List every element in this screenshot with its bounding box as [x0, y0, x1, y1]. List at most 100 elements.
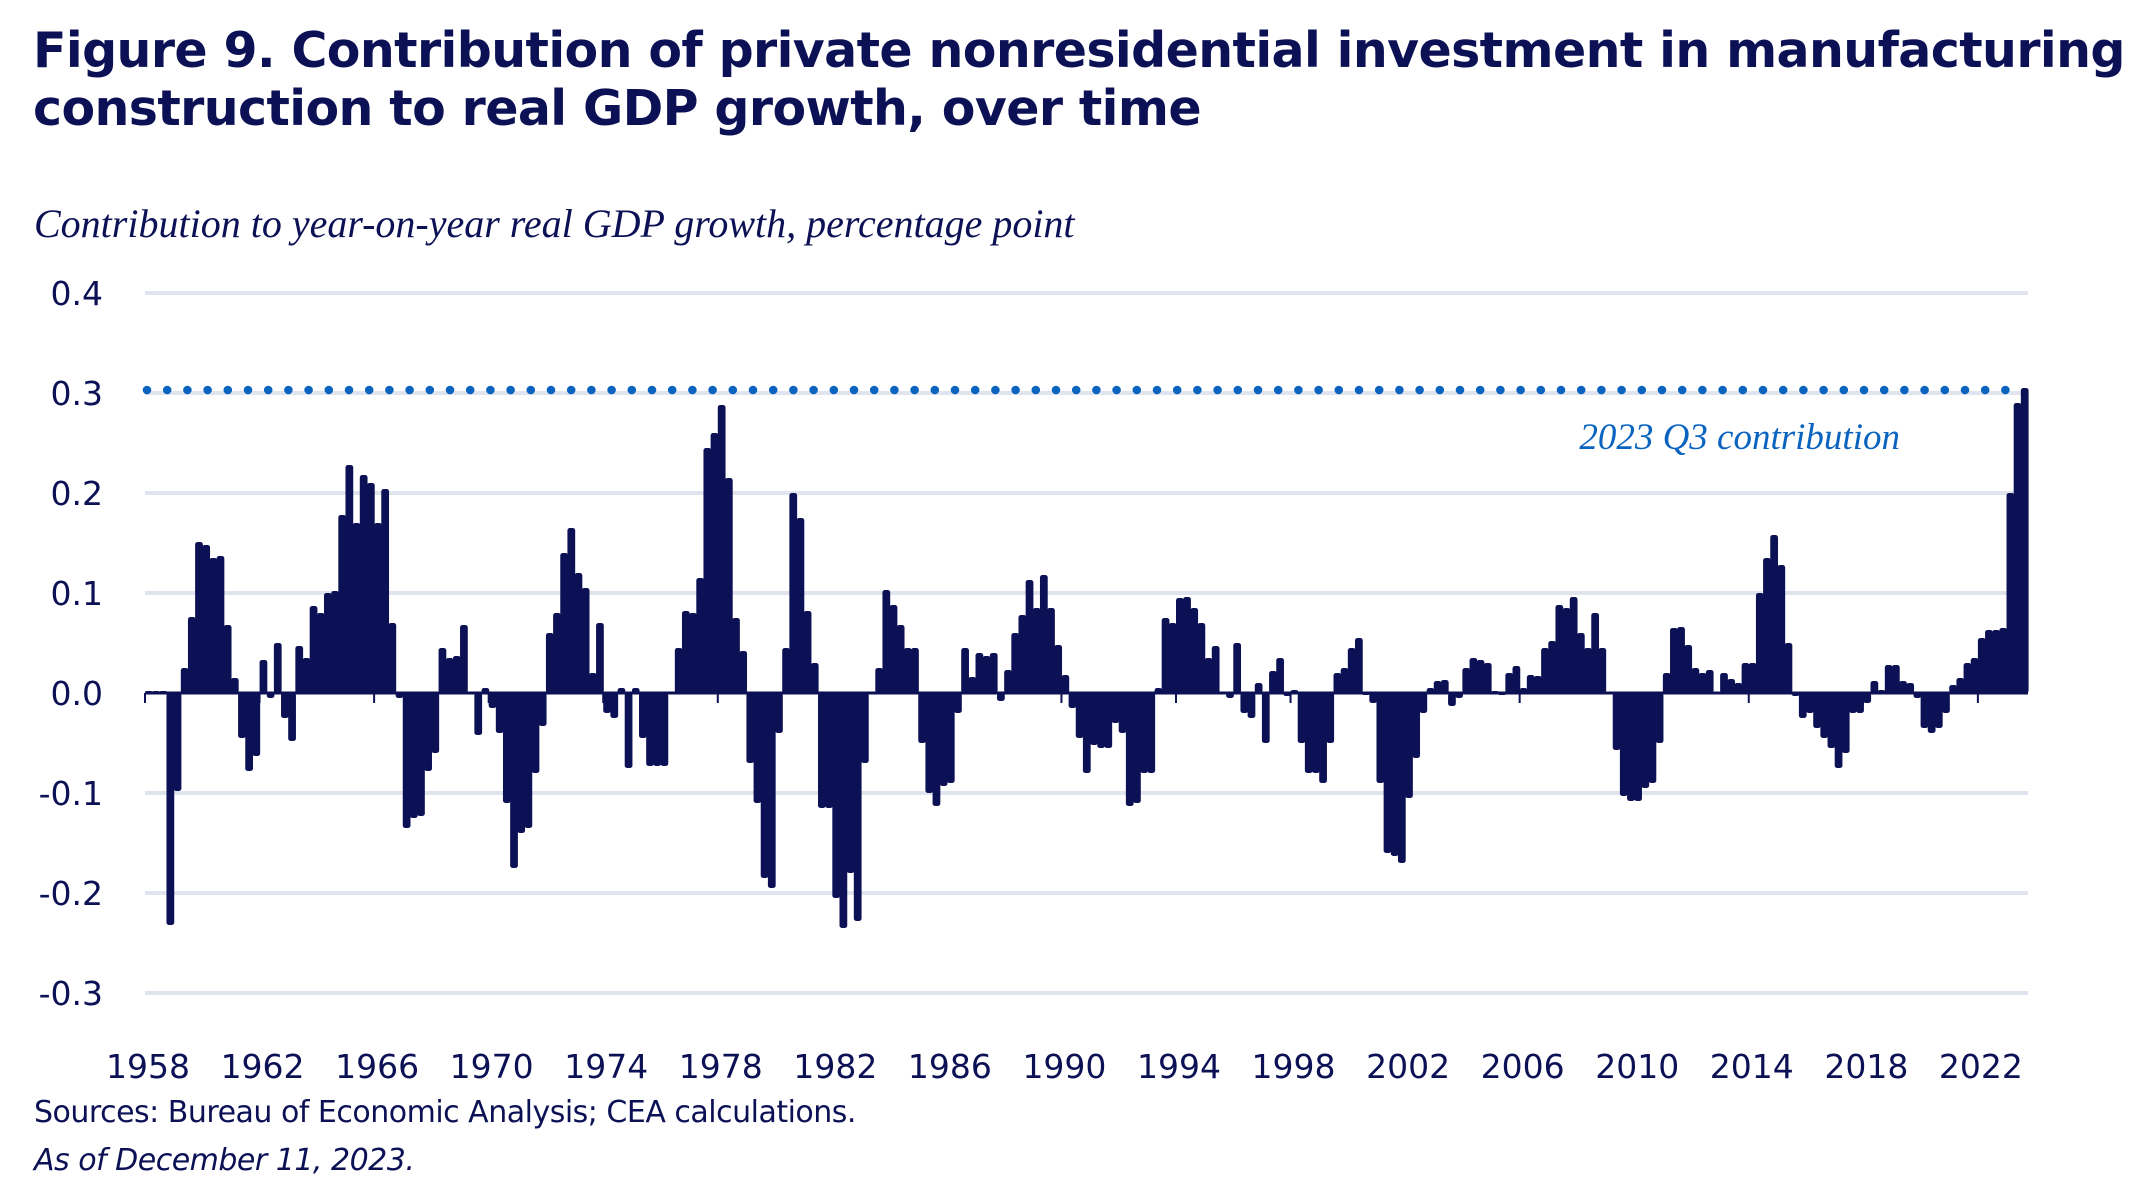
reference-line-dot: [1233, 385, 1243, 395]
bar: [1376, 693, 1385, 783]
bar: [1956, 678, 1965, 693]
reference-line: [142, 385, 2010, 395]
bar: [1834, 693, 1843, 768]
bar: [1483, 663, 1492, 693]
x-tick-label: 1958: [106, 1047, 190, 1086]
bar: [2006, 493, 2015, 693]
bar: [1763, 558, 1771, 693]
bar: [1720, 673, 1728, 693]
bar: [1097, 693, 1105, 748]
reference-line-dot: [223, 385, 233, 395]
bar: [853, 693, 862, 921]
reference-line-dot: [1071, 385, 1081, 395]
reference-line-dot: [1920, 385, 1929, 395]
reference-line-dot: [1374, 385, 1384, 395]
bar: [1863, 693, 1872, 703]
bar: [803, 611, 812, 693]
bar: [1627, 693, 1635, 801]
reference-line-dot: [950, 385, 960, 395]
x-tick-label: 2022: [1939, 1047, 2023, 1086]
reference-line-dot: [607, 385, 616, 395]
bar: [553, 613, 561, 693]
bar: [724, 478, 733, 693]
bar: [1176, 598, 1184, 693]
bar: [216, 556, 225, 693]
bar: [681, 611, 690, 693]
reference-line-dot: [1213, 385, 1222, 395]
bar: [502, 693, 511, 803]
bar: [180, 668, 189, 693]
bar: [1233, 643, 1242, 693]
x-axis: [144, 691, 2028, 703]
bar: [946, 693, 955, 783]
bar: [1068, 693, 1077, 708]
reference-line-dot: [1879, 385, 1889, 395]
bar: [739, 651, 748, 693]
bar: [968, 677, 977, 693]
bar: [202, 545, 211, 693]
bar: [381, 489, 390, 693]
bar: [1670, 628, 1678, 693]
bar: [1419, 693, 1428, 713]
bar: [717, 405, 726, 693]
bar: [875, 668, 884, 693]
bar: [796, 518, 805, 693]
bar: [438, 648, 447, 693]
reference-line-dot: [324, 385, 334, 395]
bar: [1548, 641, 1557, 693]
bar: [1977, 638, 1986, 693]
bar: [238, 693, 246, 738]
bar: [1734, 683, 1743, 693]
y-tick-label: -0.2: [39, 874, 103, 913]
reference-line-dot: [1799, 385, 1808, 395]
y-tick-label: 0.4: [51, 274, 103, 313]
bar: [954, 693, 962, 713]
y-axis-labels: 0.4 0.3 0.2 0.1 0.0 -0.1 -0.2 -0.3: [39, 274, 103, 1013]
reference-line-dot: [1051, 385, 1061, 395]
bar: [918, 693, 927, 743]
bar: [209, 558, 218, 693]
bar: [374, 523, 382, 693]
reference-line-dot: [1132, 385, 1142, 395]
bar: [288, 693, 296, 741]
bar: [1541, 648, 1549, 693]
bar: [1032, 608, 1041, 693]
bar: [1011, 633, 1020, 693]
bar: [1369, 693, 1378, 703]
bar: [417, 693, 425, 816]
bar: [1827, 693, 1836, 748]
reference-line-dot: [1536, 385, 1546, 395]
bar: [345, 465, 354, 693]
bar: [646, 693, 654, 766]
bar: [352, 523, 361, 693]
bar: [1261, 693, 1270, 743]
y-tick-label: 0.3: [51, 374, 103, 413]
reference-line-dot: [1253, 385, 1263, 395]
bar: [789, 493, 798, 693]
bar: [1440, 680, 1449, 693]
reference-line-dot: [789, 385, 798, 395]
bar: [1784, 643, 1793, 693]
bar: [1390, 693, 1399, 856]
reference-line-dot: [1334, 385, 1344, 395]
bar: [1512, 666, 1521, 693]
sources-note: Sources: Bureau of Economic Analysis; CE…: [34, 1095, 856, 1130]
bar: [166, 693, 175, 925]
bar: [710, 433, 719, 693]
bar: [1648, 693, 1657, 783]
bar: [696, 578, 705, 693]
reference-line-dot: [263, 385, 273, 395]
bar: [309, 606, 318, 693]
reference-line-dot: [647, 385, 657, 395]
bar: [1297, 693, 1306, 743]
bar: [1125, 693, 1134, 806]
reference-line-dot: [1112, 385, 1121, 395]
bar: [187, 617, 196, 693]
reference-line-dot: [970, 385, 980, 395]
bar: [932, 693, 941, 806]
bar: [588, 673, 597, 693]
reference-line-dot: [1354, 385, 1364, 395]
bar: [997, 693, 1005, 701]
reference-line-dot: [930, 385, 940, 395]
bar: [1448, 693, 1456, 706]
